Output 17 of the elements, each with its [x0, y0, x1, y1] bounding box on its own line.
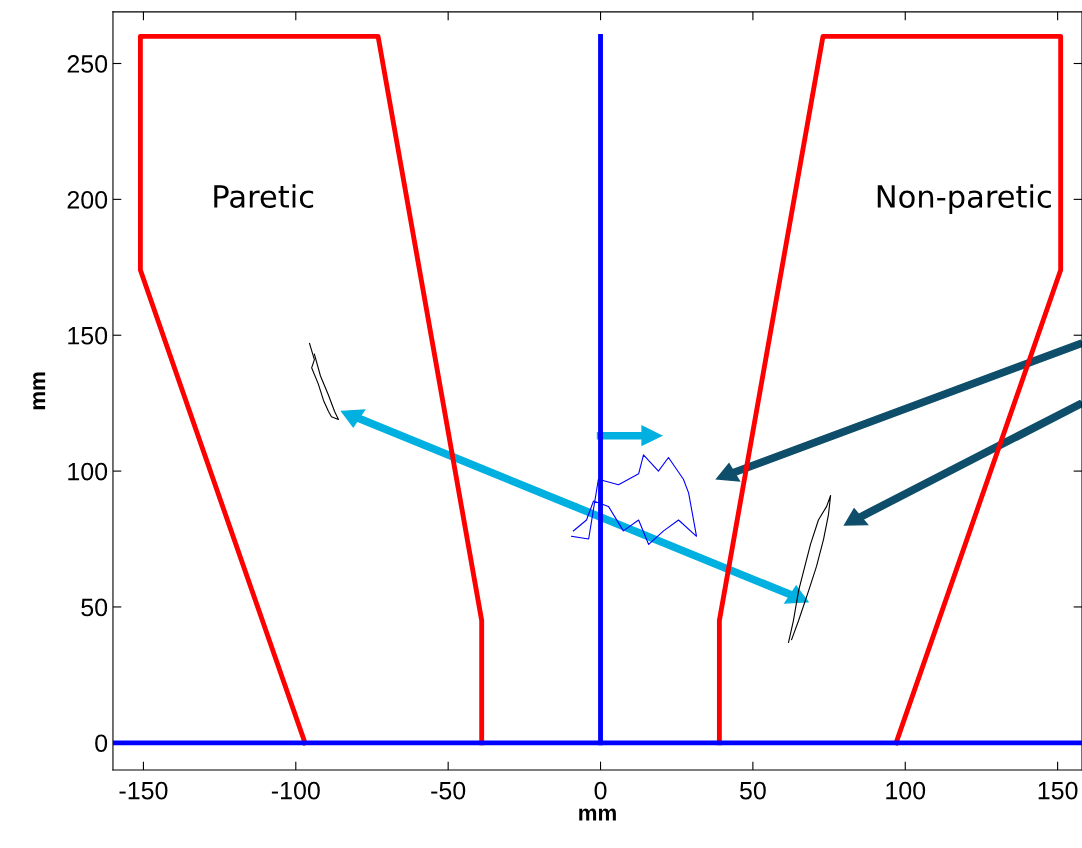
y-axis-title: mm — [33, 372, 46, 410]
x-tick-label: 100 — [886, 781, 926, 800]
annotation: Paretic — [214, 184, 314, 208]
x-tick-label: -100 — [271, 781, 320, 800]
annotation: Non-paretic — [877, 184, 1051, 214]
x-axis-title: mm — [579, 808, 616, 821]
y-tick-label: 100 — [68, 462, 108, 481]
x-tick-label: -50 — [431, 781, 466, 800]
x-tick-label: 150 — [1038, 781, 1078, 800]
x-tick-label: 0 — [594, 781, 607, 800]
y-tick-label: 200 — [67, 190, 108, 209]
y-tick-label: 250 — [67, 55, 108, 73]
y-tick-label: 0 — [95, 734, 108, 753]
y-tick-label: 50 — [81, 598, 108, 617]
y-tick-label: 150 — [68, 326, 108, 345]
x-tick-label: 50 — [739, 781, 766, 800]
x-tick-label: -150 — [119, 781, 168, 800]
